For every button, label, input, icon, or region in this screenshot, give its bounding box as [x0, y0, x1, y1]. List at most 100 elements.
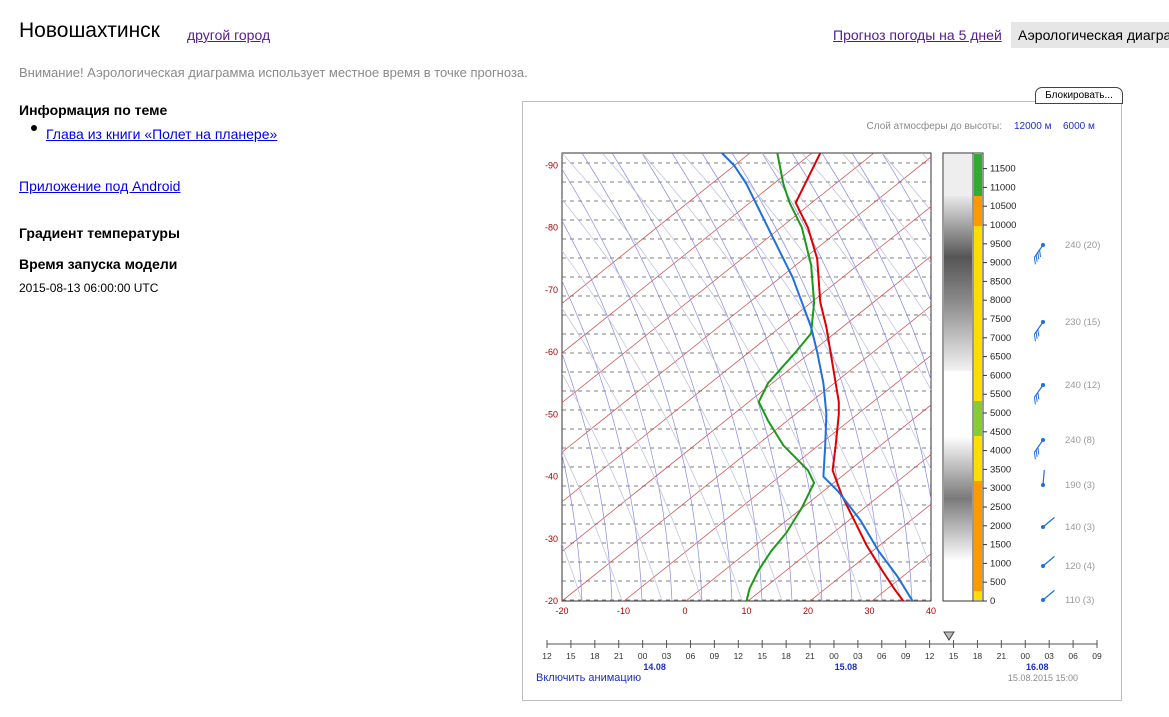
height-label: 7000 — [990, 333, 1011, 344]
wind-label: 240 (8) — [1065, 435, 1095, 446]
timeline-hour-label: 18 — [781, 651, 791, 661]
city-title: Новошахтинск — [19, 19, 160, 42]
height-label: 4000 — [990, 446, 1011, 457]
moist-adiabat — [851, 153, 931, 302]
height-label: 2500 — [990, 502, 1011, 513]
timeline-marker-icon[interactable] — [943, 631, 955, 641]
other-city-link[interactable]: другой город — [187, 27, 271, 43]
temperature-gradient-heading[interactable]: Градиент температуры — [19, 225, 180, 241]
timeline-hour-label: 12 — [734, 651, 744, 661]
isotherm-line — [809, 503, 931, 601]
x-tick-label: 20 — [803, 606, 813, 616]
diagram-curves — [721, 153, 914, 601]
height-label: 9500 — [990, 239, 1011, 250]
temperature-line — [794, 153, 905, 601]
forecast-5-days-link[interactable]: Прогноз погоды на 5 дней — [833, 27, 1002, 43]
height-label: 10000 — [990, 220, 1016, 231]
isotherm-line — [562, 153, 875, 404]
height-label: 500 — [990, 577, 1006, 588]
dry-adiabat — [562, 250, 743, 601]
timeline-date-label: 15.08 — [835, 662, 858, 672]
timeline-hour-label: 15 — [949, 651, 959, 661]
y-tick-label: -90 — [545, 160, 558, 170]
height-label: 4500 — [990, 427, 1011, 438]
timeline-hour-label: 03 — [1044, 651, 1054, 661]
wind-barb-icon — [1033, 438, 1045, 460]
list-bullet — [31, 125, 37, 131]
isotherm-line — [685, 404, 931, 601]
height-label: 7500 — [990, 314, 1011, 325]
condition-segment — [974, 154, 982, 196]
dry-adiabat — [801, 153, 931, 323]
isotherm-line — [562, 153, 751, 304]
current-time: 15.08.2015 15:00 — [1008, 673, 1078, 683]
aerology-diagram: Слой атмосферы до высоты: 12000 м 6000 м… — [536, 120, 1102, 684]
height-label: 2000 — [990, 521, 1011, 532]
moist-adiabat — [562, 453, 583, 601]
wind-barb-icon — [1041, 516, 1055, 529]
android-app-link[interactable]: Приложение под Android — [19, 178, 181, 194]
dry-adiabat — [641, 153, 903, 601]
timeline-hour-label: 03 — [662, 651, 672, 661]
timeline-hour-label: 09 — [710, 651, 720, 661]
isotherm-line — [562, 153, 813, 354]
timeline-hour-label: 06 — [686, 651, 696, 661]
moist-adiabat — [671, 153, 823, 601]
height-scale: 0 500 1000 1500 2000 2500 3000 3500 4000 4500 5000… — [983, 164, 1016, 607]
timeline-hour-label: 03 — [853, 651, 863, 661]
wind-barb-icon — [1033, 320, 1045, 342]
cloud-shade-lower — [944, 436, 972, 561]
timeline-hour-label: 00 — [638, 651, 648, 661]
timeline-hour-label: 21 — [805, 651, 815, 661]
wind-barb-icon — [1033, 243, 1045, 265]
moist-adiabat — [611, 153, 763, 601]
dry-adiabat — [562, 153, 823, 601]
height-option-12000[interactable]: 12000 м — [1014, 121, 1052, 132]
moist-adiabat — [562, 352, 613, 601]
x-tick-label: -10 — [617, 606, 630, 616]
isotherm-line — [623, 354, 931, 601]
condition-segment — [974, 196, 982, 226]
timeline-hour-label: 06 — [877, 651, 887, 661]
moist-adiabat — [791, 153, 931, 502]
height-label: 3500 — [990, 464, 1011, 475]
parcel-line — [721, 153, 914, 601]
timeline[interactable]: 12 15 18 21 00 03 06 09 12 15 18 21 00 03 06 09 12 15 18 21… — [542, 640, 1102, 672]
dry-adiabat — [761, 153, 931, 391]
height-label: 5500 — [990, 389, 1011, 400]
timeline-hour-label: 09 — [901, 651, 911, 661]
wind-label: 140 (3) — [1065, 522, 1095, 533]
moist-adiabat — [562, 279, 643, 601]
aerology-tab[interactable]: Аэрологическая диаграмма — [1011, 22, 1169, 48]
height-label: 8000 — [990, 295, 1011, 306]
height-label: 8500 — [990, 276, 1011, 287]
block-button[interactable]: Блокировать... — [1035, 87, 1123, 104]
condition-segment — [974, 591, 982, 600]
height-label: 5000 — [990, 408, 1011, 419]
y-tick-label: -60 — [545, 347, 558, 357]
x-tick-label: 30 — [864, 606, 874, 616]
y-tick-label: -30 — [545, 534, 558, 544]
animation-toggle-link[interactable]: Включить анимацию — [536, 672, 641, 684]
wind-label: 110 (3) — [1065, 595, 1094, 606]
wind-label: 240 (12) — [1065, 380, 1100, 391]
timeline-hour-label: 12 — [925, 651, 935, 661]
y-tick-label: -20 — [545, 596, 558, 606]
height-option-6000[interactable]: 6000 м — [1063, 121, 1095, 132]
moist-adiabat — [881, 153, 931, 239]
book-chapter-link[interactable]: Глава из книги «Полет на планере» — [46, 126, 278, 142]
timeline-hour-label: 00 — [829, 651, 839, 661]
dry-adiabat — [881, 153, 931, 212]
wind-barb-icon — [1041, 589, 1055, 602]
dry-adiabat — [562, 199, 783, 601]
y-tick-label: -40 — [545, 472, 558, 482]
wind-column: 240 (20) 230 (15) 240 (12) 240 (8) 190 (3) 14… — [1033, 240, 1100, 606]
moist-adiabat — [701, 153, 853, 601]
y-tick-label: -70 — [545, 285, 558, 295]
plot-area — [561, 152, 932, 602]
local-time-warning: Внимание! Аэрологическая диаграмма испол… — [19, 65, 528, 80]
dry-adiabat — [562, 307, 703, 601]
model-run-heading: Время запуска модели — [19, 256, 178, 272]
timeline-hour-label: 12 — [542, 651, 552, 661]
dry-adiabat — [841, 153, 931, 264]
